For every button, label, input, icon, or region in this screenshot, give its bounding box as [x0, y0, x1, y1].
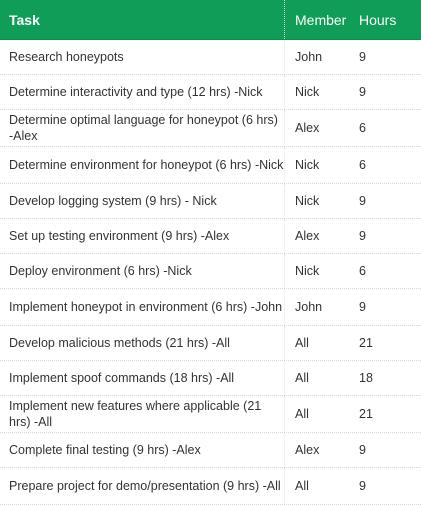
task-cell: Complete final testing (9 hrs) -Alex	[0, 433, 285, 467]
member-cell: All	[295, 479, 309, 493]
task-cell: Implement new features where applicable …	[0, 396, 285, 432]
member-cell: Nick	[295, 85, 320, 99]
table-row: Develop malicious methods (21 hrs) -All …	[0, 326, 421, 361]
table-row: Implement new features where applicable …	[0, 396, 421, 433]
hours-cell: 9	[359, 300, 366, 314]
task-cell: Develop logging system (9 hrs) - Nick	[0, 184, 285, 218]
table-row: Implement honeypot in environment (6 hrs…	[0, 289, 421, 326]
hours-cell: 21	[359, 336, 373, 350]
member-cell: All	[295, 371, 309, 385]
task-cell: Set up testing environment (9 hrs) -Alex	[0, 219, 285, 253]
hours-cell: 9	[359, 229, 366, 243]
member-cell: John	[295, 50, 323, 64]
hours-cell: 6	[359, 158, 366, 172]
member-cell: Nick	[295, 264, 320, 278]
hours-cell: 21	[359, 407, 373, 421]
table-row: Implement spoof commands (18 hrs) -All A…	[0, 361, 421, 396]
hours-cell: 9	[359, 50, 366, 64]
hours-cell: 9	[359, 479, 366, 493]
task-cell: Determine environment for honeypot (6 hr…	[0, 147, 285, 183]
member-cell: Alex	[295, 229, 320, 243]
task-cell: Determine interactivity and type (12 hrs…	[0, 75, 285, 109]
hours-cell: 9	[359, 443, 366, 457]
hours-cell: 9	[359, 85, 366, 99]
table-row: Develop logging system (9 hrs) - Nick Ni…	[0, 184, 421, 219]
table-header: Task Member Hours	[0, 0, 421, 40]
member-cell: Alex	[295, 121, 320, 135]
header-member: Member	[295, 11, 347, 28]
hours-cell: 18	[359, 371, 373, 385]
table-row: Research honeypots John 9	[0, 40, 421, 75]
member-cell: All	[295, 336, 309, 350]
header-task: Task	[0, 0, 285, 39]
member-cell: John	[295, 300, 323, 314]
member-cell: All	[295, 407, 309, 421]
table-row: Deploy environment (6 hrs) -Nick Nick 6	[0, 254, 421, 289]
task-cell: Implement honeypot in environment (6 hrs…	[0, 289, 285, 325]
member-cell: Nick	[295, 158, 320, 172]
table-row: Determine optimal language for honeypot …	[0, 110, 421, 147]
member-cell: Nick	[295, 194, 320, 208]
hours-cell: 9	[359, 194, 366, 208]
table-row: Set up testing environment (9 hrs) -Alex…	[0, 219, 421, 254]
task-cell: Deploy environment (6 hrs) -Nick	[0, 254, 285, 288]
member-cell: Alex	[295, 443, 320, 457]
task-cell: Implement spoof commands (18 hrs) -All	[0, 361, 285, 395]
task-cell: Determine optimal language for honeypot …	[0, 110, 285, 146]
task-cell: Prepare project for demo/presentation (9…	[0, 468, 285, 504]
hours-cell: 6	[359, 264, 366, 278]
table-row: Complete final testing (9 hrs) -Alex Ale…	[0, 433, 421, 468]
table-row: Prepare project for demo/presentation (9…	[0, 468, 421, 505]
header-hours: Hours	[359, 11, 397, 28]
hours-cell: 6	[359, 121, 366, 135]
task-cell: Develop malicious methods (21 hrs) -All	[0, 326, 285, 360]
table-row: Determine interactivity and type (12 hrs…	[0, 75, 421, 110]
task-cell: Research honeypots	[0, 40, 285, 74]
table-row: Determine environment for honeypot (6 hr…	[0, 147, 421, 184]
